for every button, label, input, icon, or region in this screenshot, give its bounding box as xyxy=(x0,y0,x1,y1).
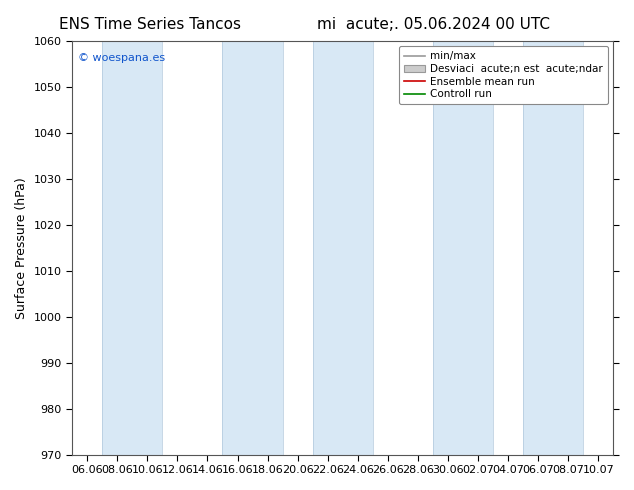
Legend: min/max, Desviaci  acute;n est  acute;ndar, Ensemble mean run, Controll run: min/max, Desviaci acute;n est acute;ndar… xyxy=(399,46,608,104)
Y-axis label: Surface Pressure (hPa): Surface Pressure (hPa) xyxy=(15,177,28,318)
Bar xyxy=(433,41,493,455)
Text: mi  acute;. 05.06.2024 00 UTC: mi acute;. 05.06.2024 00 UTC xyxy=(317,17,550,32)
Bar xyxy=(223,41,283,455)
Text: © woespana.es: © woespana.es xyxy=(77,53,165,64)
Text: ENS Time Series Tancos: ENS Time Series Tancos xyxy=(59,17,241,32)
Bar xyxy=(102,41,162,455)
Bar xyxy=(523,41,583,455)
Bar xyxy=(313,41,373,455)
